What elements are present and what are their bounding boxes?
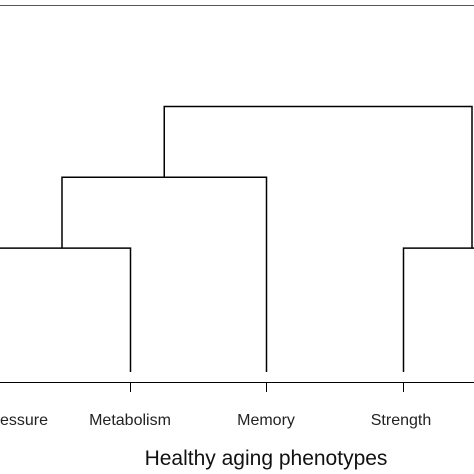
leaf-label: Memory	[237, 412, 295, 429]
x-axis-ticks	[130, 382, 404, 392]
leaf-label: Strength	[371, 412, 431, 429]
leaf-label: essure	[0, 412, 48, 429]
leaf-label: Metabolism	[89, 412, 171, 429]
plot-frame-top	[0, 5, 474, 6]
dendrogram-link	[61, 176, 268, 372]
dendrogram-links	[0, 105, 474, 372]
x-axis-title: Healthy aging phenotypes	[145, 447, 388, 470]
dendrogram-link	[163, 105, 473, 249]
dendrogram-link	[402, 247, 474, 372]
dendrogram-link	[0, 247, 132, 372]
leaf-labels: essure Metabolism Memory Strength	[0, 412, 431, 429]
